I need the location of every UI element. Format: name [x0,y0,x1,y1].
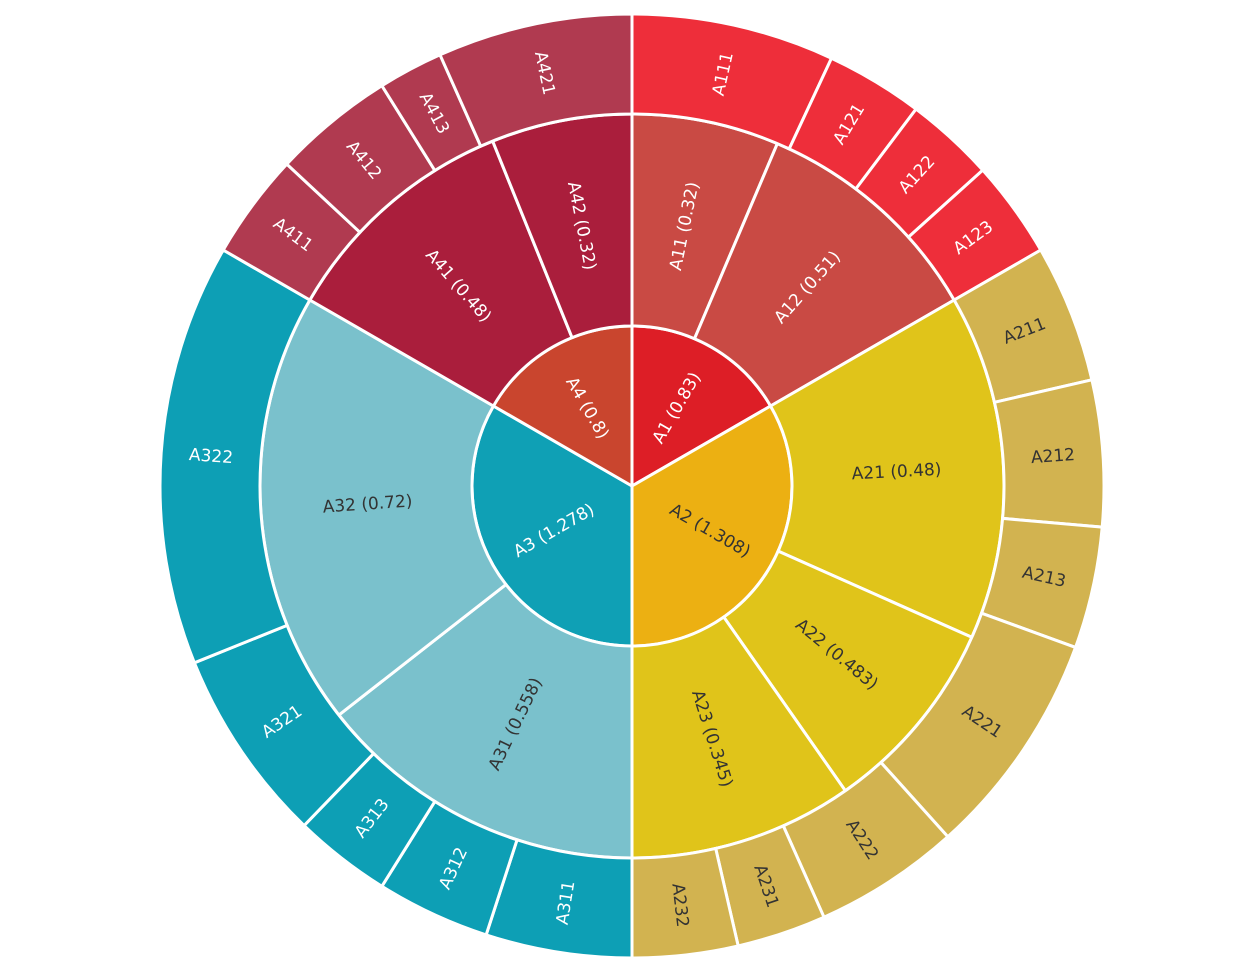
segment-a421[interactable] [438,12,634,149]
segments-group [158,12,1106,960]
label-a21-0-48: A21 (0.48) [851,460,942,485]
label-a232: A232 [667,882,692,928]
label-a212: A212 [1030,445,1075,468]
label-a322: A322 [188,445,233,468]
